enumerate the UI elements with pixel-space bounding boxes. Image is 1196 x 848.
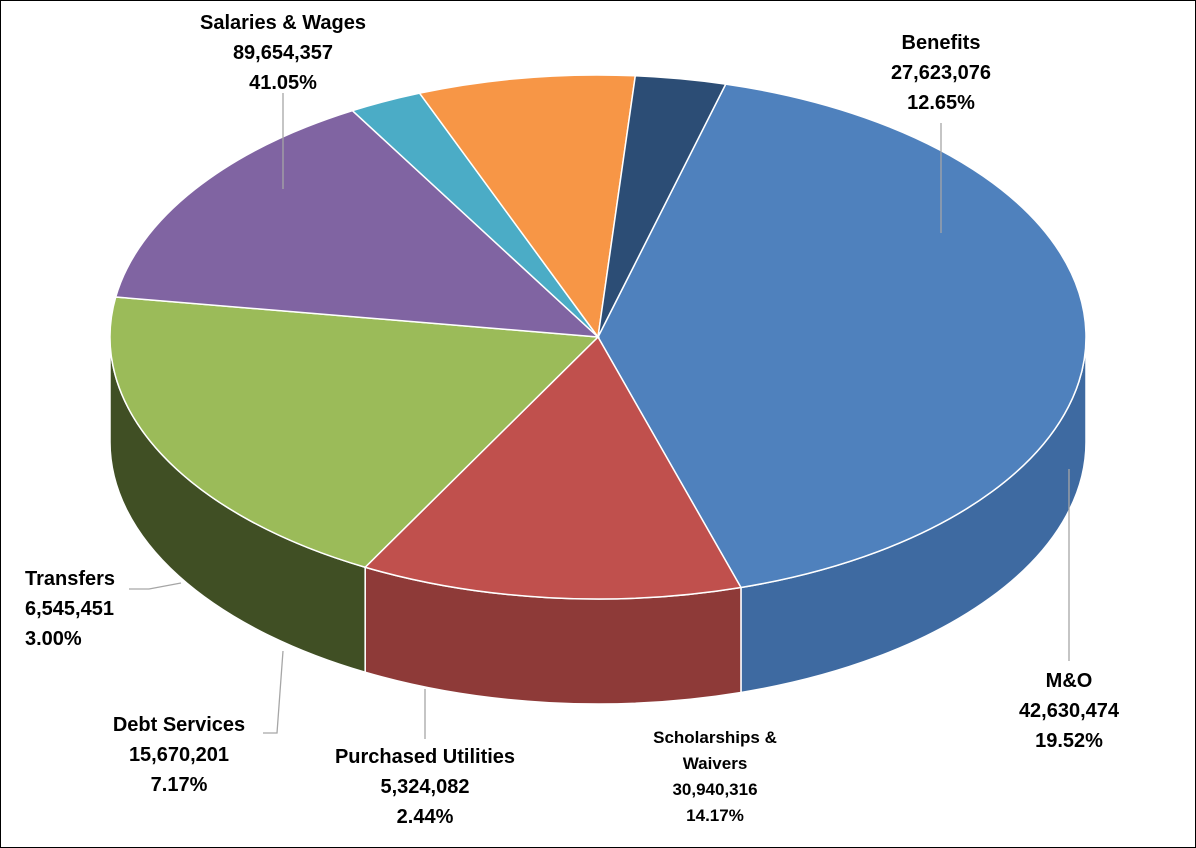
data-label-name-purchased-utilities: Purchased Utilities (335, 746, 515, 768)
data-label-value-debt-services: 15,670,201 (129, 744, 229, 766)
leader-line-transfers (129, 582, 182, 590)
pie-slice-transfers (597, 74, 727, 338)
data-label-name-scholarships-and-waivers: Scholarships & (653, 728, 777, 747)
data-label-name-transfers: Transfers (25, 568, 115, 590)
data-label-percent-benefits: 12.65% (907, 92, 975, 114)
data-label-percent-debt-services: 7.17% (151, 774, 208, 796)
pie-top-faces (109, 74, 1087, 600)
data-label-percent-scholarships-and-waivers: 14.17% (686, 806, 744, 825)
data-labels: Salaries & Wages 89,654,357 41.05% Benefits… (25, 12, 1120, 828)
data-label-value-mando: 42,630,474 (1019, 700, 1120, 722)
data-label-value-salaries-and-wages: 89,654,357 (233, 42, 333, 64)
data-label-percent-purchased-utilities: 2.44% (397, 806, 454, 828)
data-label-name-scholarships-and-waivers: Waivers (683, 754, 748, 773)
data-label-percent-transfers: 3.00% (25, 628, 82, 650)
data-label-name-debt-services: Debt Services (113, 714, 245, 736)
data-label-value-benefits: 27,623,076 (891, 62, 991, 84)
pie-slice-salaries-and-wages (597, 83, 1087, 589)
data-label-value-transfers: 6,545,451 (25, 598, 114, 620)
pie-slice-mando (109, 296, 600, 569)
pie-slice-benefits (363, 335, 743, 600)
data-label-percent-mando: 19.52% (1035, 730, 1103, 752)
pie-slice-scholarships-and-waivers (114, 109, 601, 338)
data-label-name-mando: M&O (1046, 670, 1093, 692)
leader-lines (129, 93, 1070, 739)
pie-slice-debt-services (418, 74, 637, 339)
data-label-name-salaries-and-wages: Salaries & Wages (200, 12, 366, 34)
data-label-name-benefits: Benefits (902, 32, 981, 54)
data-label-percent-salaries-and-wages: 41.05% (249, 72, 317, 94)
data-label-value-purchased-utilities: 5,324,082 (381, 776, 470, 798)
leader-line-debt-services (263, 650, 284, 734)
data-label-value-scholarships-and-waivers: 30,940,316 (672, 780, 757, 799)
